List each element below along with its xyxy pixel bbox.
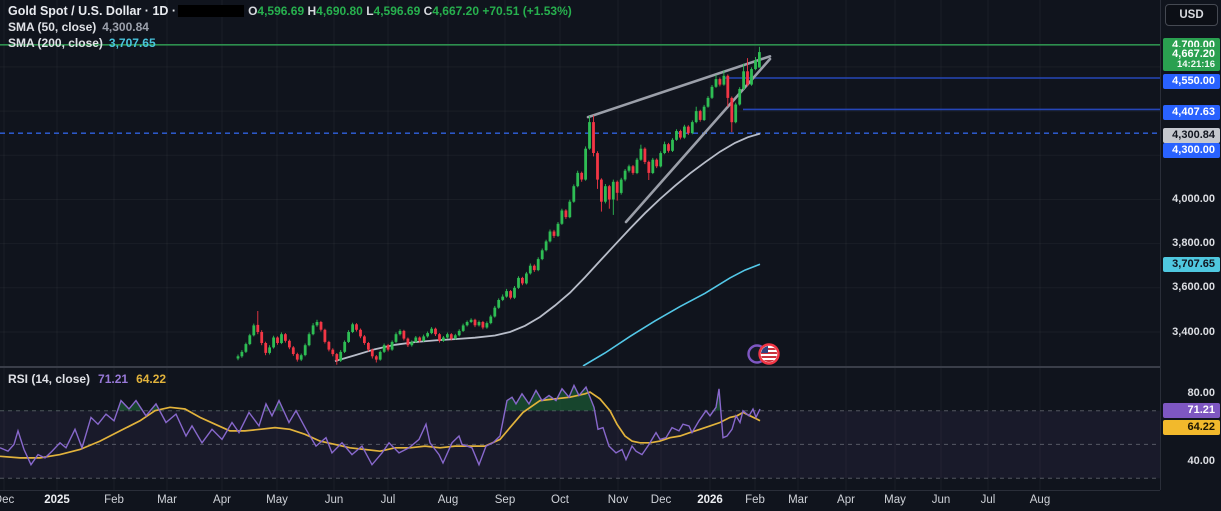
- price-scale-label: 4,300.84: [1163, 127, 1220, 143]
- time-scale-label: May: [266, 494, 288, 506]
- rsi-label: RSI (14, close): [8, 372, 91, 386]
- price-scale-label: 71.21: [1163, 402, 1220, 418]
- ohlc-val: 4,667.20: [432, 4, 479, 18]
- time-scale-label: 2026: [697, 494, 723, 506]
- rsi-chart-canvas[interactable]: [0, 368, 1160, 490]
- bar-countdown: 14:21:16: [1176, 59, 1215, 70]
- rsi-ma-value: 64.22: [136, 372, 167, 386]
- sma50-value: 4,300.84: [102, 20, 149, 34]
- change-value: +70.51 (+1.53%): [482, 4, 572, 18]
- trendline: [624, 57, 772, 224]
- time-scale-label: Nov: [607, 494, 629, 506]
- time-scale[interactable]: Dec 2025 Feb Mar Apr May Jun Jul Aug Sep Oct Nov Dec…: [0, 491, 1221, 511]
- symbol-row[interactable]: Gold Spot / U.S. Dollar · 1D · O4,596.69 …: [8, 3, 572, 19]
- time-scale-label: Mar: [788, 494, 808, 506]
- sma200-line: [582, 263, 761, 366]
- time-scale-label: May: [884, 494, 906, 506]
- sma50-line: [334, 132, 761, 362]
- time-scale-label: Feb: [104, 494, 124, 506]
- price-scale-label: 4,000.00: [1172, 192, 1215, 205]
- price-pane[interactable]: Gold Spot / U.S. Dollar · 1D · O4,596.69 …: [0, 0, 1160, 368]
- price-scale-label: 3,800.00: [1172, 236, 1215, 249]
- price-scale-label: 4,300.00: [1163, 142, 1220, 158]
- ohlc-key: O: [248, 4, 258, 18]
- ohlc-key: H: [307, 4, 317, 18]
- time-scale-label: Apr: [213, 494, 231, 506]
- time-scale-label: Dec: [0, 494, 15, 506]
- ohlc-val: 4,596.69: [373, 4, 421, 18]
- sma50-row[interactable]: SMA (50, close) 4,300.84: [8, 19, 572, 35]
- last-price-label: 4,667.20 14:21:16: [1163, 47, 1220, 71]
- sma200-value: 3,707.65: [108, 36, 156, 50]
- sma200-row[interactable]: SMA (200, close) 3,707.65: [8, 35, 572, 51]
- symbol-title[interactable]: Gold Spot / U.S. Dollar · 1D ·: [8, 4, 177, 18]
- time-scale-label: Dec: [650, 494, 672, 506]
- price-scale-label: 3,707.65: [1163, 256, 1220, 272]
- rsi-line-value: 71.21: [98, 372, 129, 386]
- ohlc-val: 4,596.69: [257, 4, 305, 18]
- ohlc-key: C: [423, 4, 433, 18]
- last-price-value: 4,667.20: [1172, 48, 1215, 60]
- trendline: [586, 54, 772, 119]
- price-scale-label: 40.00: [1187, 454, 1215, 467]
- currency-toggle-button[interactable]: USD: [1165, 4, 1218, 26]
- time-scale-label: Jul: [380, 494, 396, 506]
- time-scale-label: Jul: [980, 494, 996, 506]
- sma200-label: SMA (200, close): [8, 36, 103, 50]
- price-scale[interactable]: USD 4,700.00 4,550.00 4,407.63 4,300.84 4,30…: [1160, 0, 1221, 490]
- time-scale-label: Aug: [1029, 494, 1051, 506]
- time-scale-label: Jun: [931, 494, 951, 506]
- price-scale-label: 64.22: [1163, 419, 1220, 435]
- time-scale-label: Jun: [324, 494, 344, 506]
- ohlc-key: L: [366, 4, 374, 18]
- time-scale-label: Feb: [745, 494, 765, 506]
- price-scale-label: 4,407.63: [1163, 104, 1220, 120]
- rsi-line: [0, 383, 761, 467]
- price-chart-canvas[interactable]: [0, 0, 1160, 366]
- ohlc-val: 4,690.80: [316, 4, 363, 18]
- price-scale-label: 80.00: [1187, 386, 1215, 399]
- time-scale-label: Sep: [494, 494, 516, 506]
- rsi-legend[interactable]: RSI (14, close) 71.21 64.22: [8, 372, 166, 386]
- rsi-ma-line: [0, 391, 761, 459]
- hidden-source-box: [178, 4, 245, 17]
- price-scale-label: 4,550.00: [1163, 73, 1220, 89]
- economic-event-icon: [747, 343, 780, 365]
- time-scale-label: Aug: [437, 494, 459, 506]
- price-scale-label: 3,600.00: [1172, 280, 1215, 293]
- price-scale-label: 3,400.00: [1172, 325, 1215, 338]
- sma50-label: SMA (50, close): [8, 20, 97, 34]
- time-scale-label: Oct: [551, 494, 569, 506]
- time-scale-label: Mar: [157, 494, 177, 506]
- chart-legend: Gold Spot / U.S. Dollar · 1D · O4,596.69 …: [8, 3, 572, 51]
- time-scale-label: 2025: [44, 494, 70, 506]
- rsi-pane[interactable]: RSI (14, close) 71.21 64.22: [0, 368, 1160, 491]
- time-scale-label: Apr: [837, 494, 855, 506]
- ohlc-values: O4,596.69 H4,690.80 L4,596.69 C4,667.20 …: [248, 4, 572, 18]
